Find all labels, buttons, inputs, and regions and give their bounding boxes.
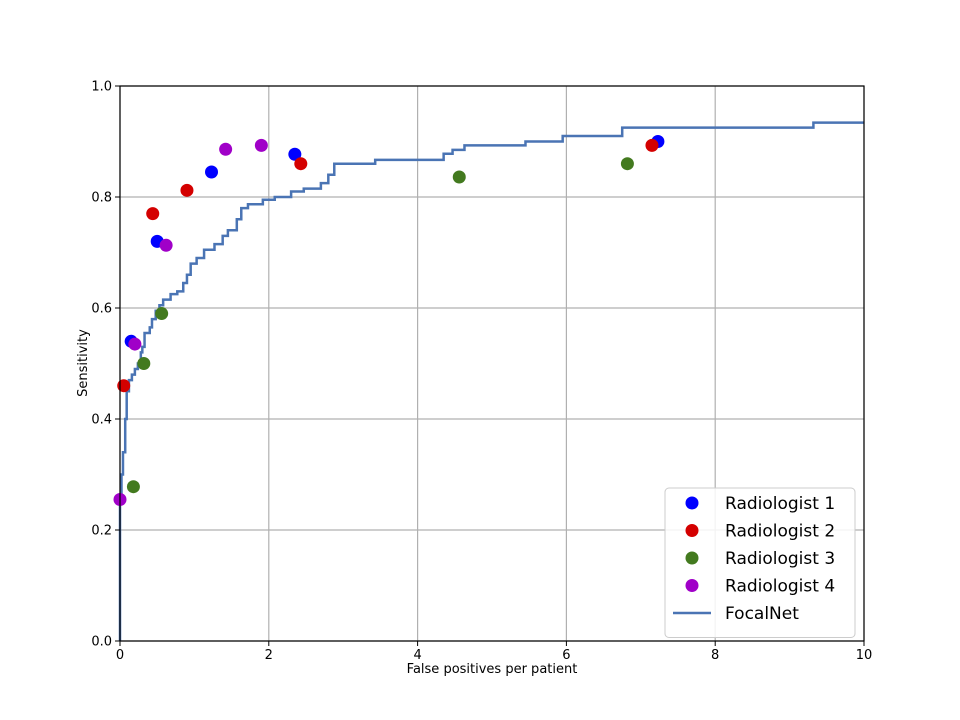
legend-swatch-radiologist-1	[685, 496, 699, 510]
scatter-points	[113, 135, 665, 506]
radiologist-4-point	[159, 238, 173, 252]
legend-label-radiologist-1: Radiologist 1	[725, 494, 835, 514]
legend-swatch-radiologist-4	[685, 579, 699, 592]
y-tick-label: 0.0	[91, 635, 112, 650]
radiologist-3-point	[126, 480, 140, 494]
axis-ticks: 0 2 4 6 8 10 0.0 0.2 0.4 0.6 0.8 1.0	[91, 80, 872, 664]
x-axis-label: False positives per patient	[407, 662, 578, 677]
radiologist-2-point	[117, 379, 131, 393]
radiologist-2-point	[180, 183, 194, 197]
radiologist-3-point	[137, 357, 151, 370]
x-tick-label: 0	[116, 648, 124, 663]
x-tick-label: 8	[711, 648, 719, 663]
x-tick-label: 2	[265, 648, 273, 663]
y-tick-label: 0.6	[91, 302, 112, 317]
y-tick-label: 1.0	[91, 80, 112, 95]
x-tick-label: 4	[413, 648, 421, 663]
plot-frame	[119, 85, 865, 642]
curve-layer	[118, 121, 864, 641]
radiologist-2-point	[146, 207, 160, 221]
radiologist-1-point	[288, 147, 302, 161]
legend-label-radiologist-3: Radiologist 3	[725, 549, 835, 569]
legend-swatch-radiologist-3	[685, 551, 699, 565]
y-axis-label: Sensitivity	[76, 329, 91, 397]
radiologist-4-point	[219, 142, 233, 156]
x-tick-label: 10	[856, 648, 873, 663]
legend: Radiologist 1 Radiologist 2 Radiologist 3 R…	[664, 487, 856, 638]
radiologist-3-point	[620, 157, 634, 171]
legend-label-focalnet: FocalNet	[725, 604, 799, 624]
radiologist-4-point	[128, 337, 142, 351]
radiologist-2-point	[645, 138, 659, 152]
legend-swatch-radiologist-2	[685, 524, 699, 537]
radiologist-4-point	[254, 138, 268, 152]
legend-label-radiologist-2: Radiologist 2	[725, 522, 835, 542]
focalnet-curve	[118, 121, 864, 641]
gridlines	[119, 85, 865, 642]
y-tick-label: 0.4	[91, 413, 112, 428]
y-tick-label: 0.8	[91, 191, 112, 206]
radiologist-1-point	[205, 165, 219, 179]
y-tick-label: 0.2	[91, 524, 112, 539]
radiologist-2-point	[294, 157, 308, 171]
legend-frame	[664, 487, 856, 638]
legend-label-radiologist-4: Radiologist 4	[725, 577, 835, 597]
x-tick-label: 6	[562, 648, 570, 663]
radiologist-3-point	[155, 307, 169, 321]
radiologist-3-point	[452, 170, 466, 184]
